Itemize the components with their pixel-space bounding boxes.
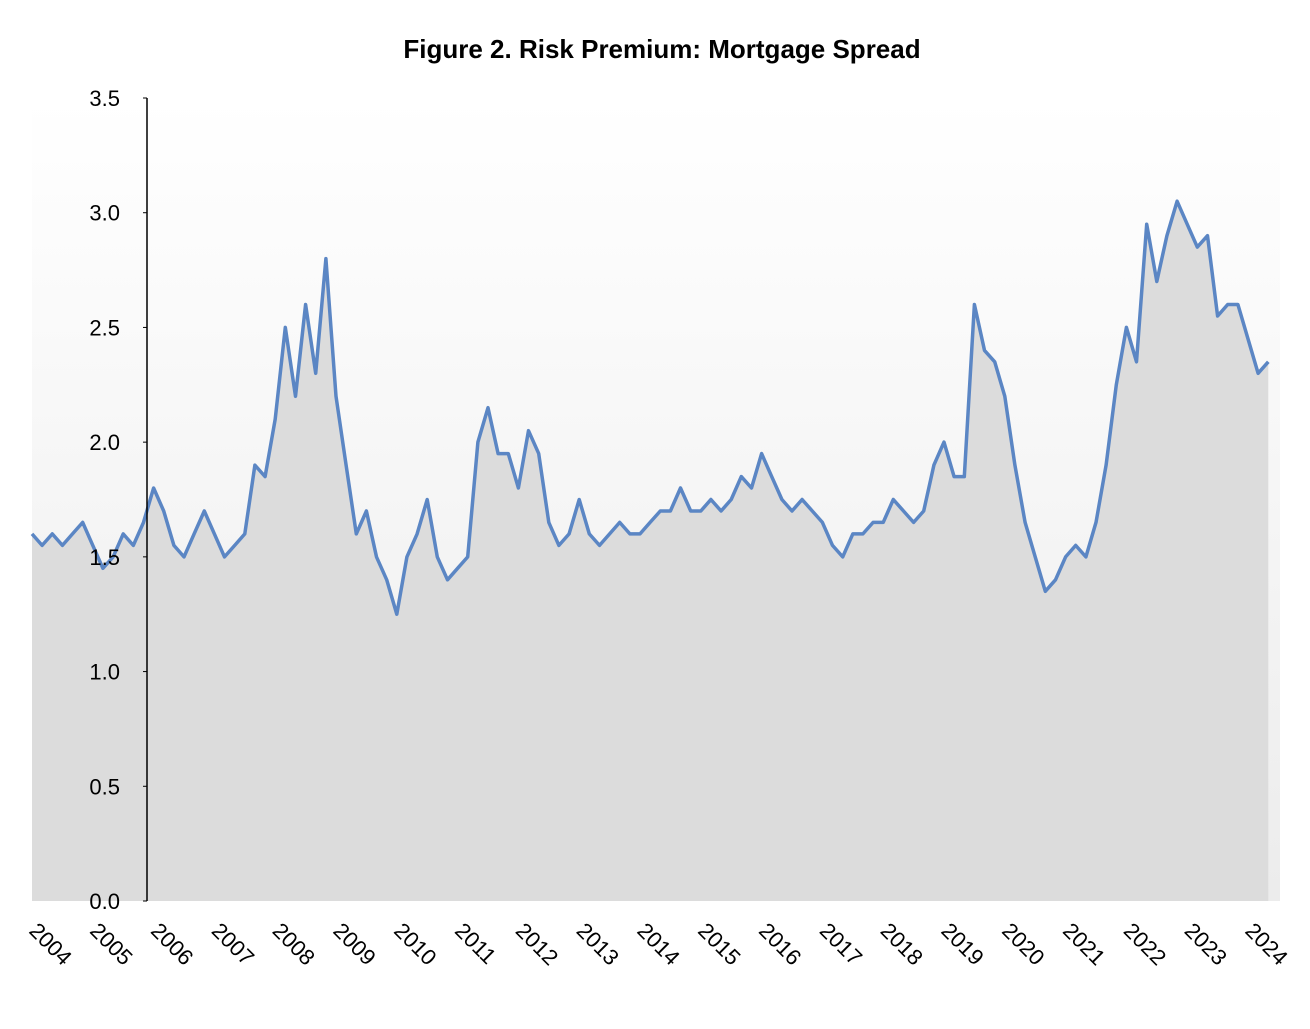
x-tick-label: 2017 [815,918,867,970]
x-tick-label: 2023 [1180,918,1232,970]
x-tick-label: 2020 [997,918,1049,970]
x-tick-label: 2007 [207,918,259,970]
chart-title: Figure 2. Risk Premium: Mortgage Spread [403,34,920,64]
x-tick-label: 2008 [268,918,320,970]
y-tick-label: 2.0 [89,430,120,455]
y-tick-label: 1.5 [89,545,120,570]
x-tick-label: 2010 [389,918,441,970]
x-tick-label: 2021 [1058,918,1110,970]
x-tick-label: 2014 [632,918,684,970]
x-tick-label: 2005 [85,918,137,970]
x-tick-label: 2012 [511,918,563,970]
x-tick-label: 2013 [572,918,624,970]
y-tick-label: 1.0 [89,660,120,685]
x-tick-label: 2006 [146,918,198,970]
y-tick-label: 0.0 [89,889,120,914]
x-tick-label: 2011 [450,918,501,969]
x-tick-label: 2009 [328,918,380,970]
y-tick-label: 3.5 [89,86,120,111]
x-tick-label: 2024 [1240,918,1292,970]
area-fill [32,201,1269,901]
x-tick-label: 2004 [24,918,76,970]
y-tick-label: 0.5 [89,774,120,799]
x-tick-label: 2022 [1119,918,1171,970]
y-tick-label: 3.0 [89,201,120,226]
line [30,199,1270,616]
x-tick-label: 2018 [876,918,928,970]
x-tick-label: 2015 [693,918,745,970]
y-tick-label: 2.5 [89,315,120,340]
x-tick-label: 2016 [754,918,806,970]
x-tick-label: 2019 [936,918,988,970]
